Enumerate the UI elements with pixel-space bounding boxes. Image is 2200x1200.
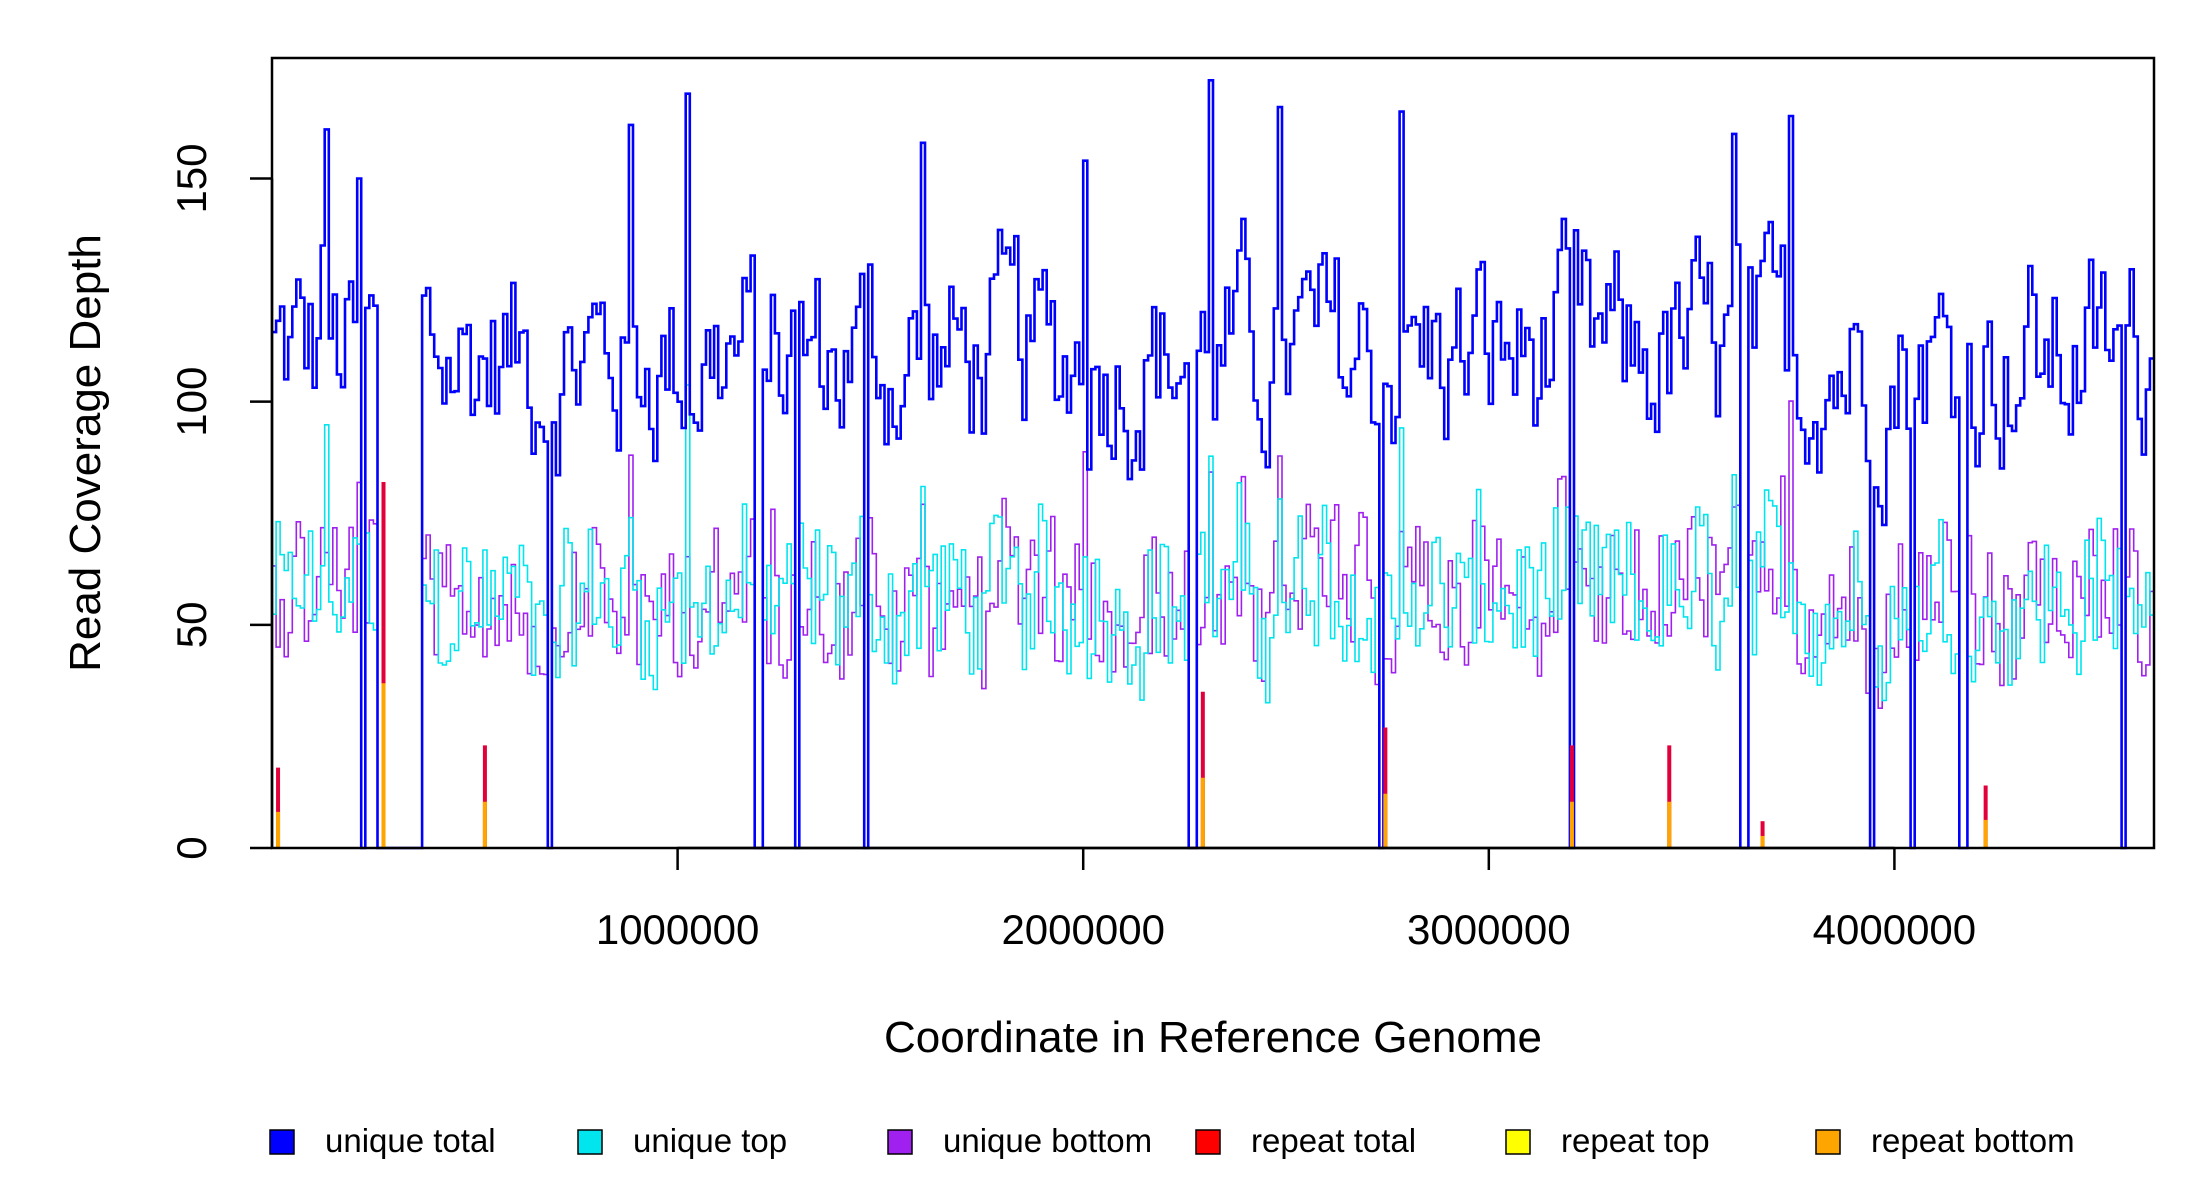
legend: unique total unique top unique bottom repea… [269,1122,2075,1159]
y-tick-label: 100 [168,367,215,437]
legend-label: repeat top [1561,1122,1710,1159]
series-unique-bottom [272,400,2154,849]
legend-label: unique total [325,1122,496,1159]
x-tick-label: 4000000 [1813,906,1977,953]
legend-item: repeat total [1195,1122,1416,1159]
legend-swatch [1195,1129,1221,1155]
x-tick-label: 2000000 [1001,906,1165,953]
legend-swatch [269,1129,295,1155]
legend-label: unique top [633,1122,787,1159]
legend-swatch [1815,1129,1841,1155]
legend-item: unique bottom [887,1122,1152,1159]
x-axis: 1000000 2000000 3000000 4000000 [596,846,1977,953]
y-tick-label: 0 [168,836,215,859]
series-unique-total [272,79,2154,850]
x-axis-title: Coordinate in Reference Genome [884,1013,1542,1062]
legend-swatch [577,1129,603,1155]
series-layer [272,79,2154,850]
legend-item: unique total [269,1122,496,1159]
series-unique-top [272,384,2154,849]
legend-label: unique bottom [943,1122,1152,1159]
y-axis-title: Read Coverage Depth [61,234,110,672]
legend-swatch [887,1129,913,1155]
legend-item: repeat bottom [1815,1122,2075,1159]
x-tick-label: 3000000 [1407,906,1571,953]
legend-label: repeat bottom [1871,1122,2075,1159]
x-tick-label: 1000000 [596,906,760,953]
legend-item: repeat top [1505,1122,1710,1159]
y-tick-label: 150 [168,143,215,213]
legend-item: unique top [577,1122,787,1159]
legend-swatch [1505,1129,1531,1155]
y-axis: 0 50 100 150 [168,143,274,860]
legend-label: repeat total [1251,1122,1416,1159]
y-tick-label: 50 [168,601,215,648]
